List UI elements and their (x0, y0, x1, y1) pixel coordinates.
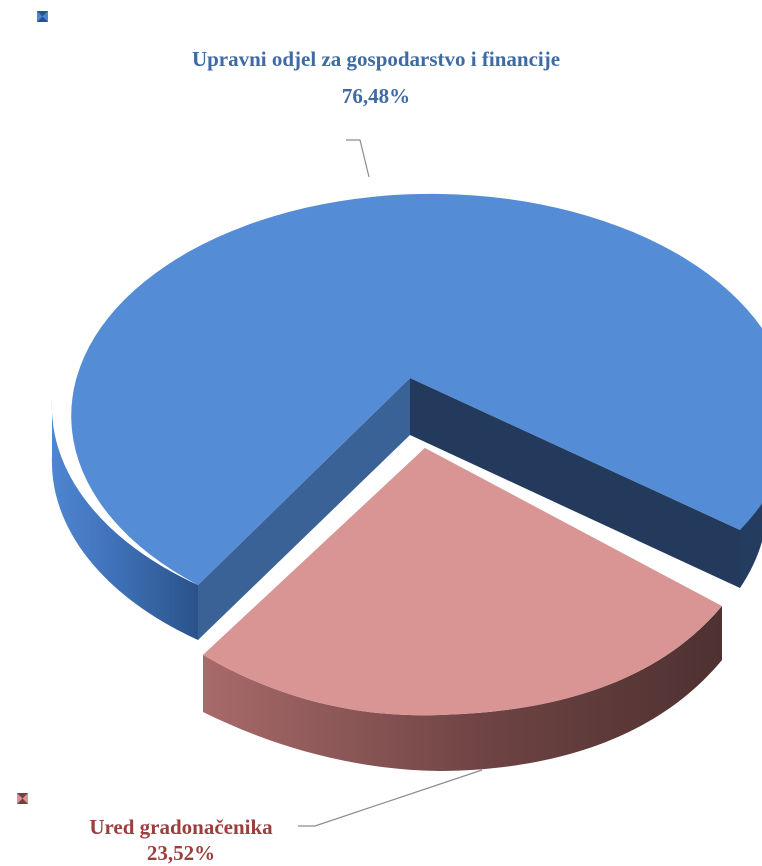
series-marker-1 (17, 793, 28, 804)
slice-group-1 (203, 448, 722, 771)
slice-group-0 (51, 193, 762, 640)
data-label-0-value: 76,48% (342, 84, 410, 108)
data-label-1-category: Ured gradonačenika (89, 815, 273, 839)
slice-1-side (203, 606, 722, 771)
slice-0-side (51, 400, 198, 640)
slice-0-cut-left (198, 378, 410, 640)
data-label-1-value: 23,52% (147, 841, 215, 865)
slice-0-side-right (740, 405, 762, 588)
data-label-0-category: Upravni odjel za gospodarstvo i financij… (192, 47, 560, 71)
leader-line-1 (298, 769, 483, 827)
slice-0-cut-right (410, 378, 740, 588)
series-marker-0 (37, 11, 48, 22)
leader-line-0 (346, 139, 370, 178)
slice-0 (71, 193, 762, 585)
slice-1 (203, 448, 722, 716)
